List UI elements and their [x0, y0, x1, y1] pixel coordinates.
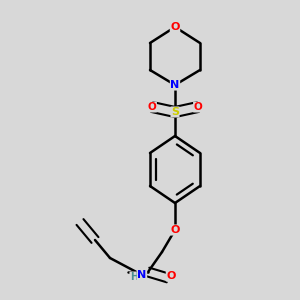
Text: O: O — [170, 22, 180, 32]
Text: N: N — [137, 270, 147, 280]
Text: S: S — [171, 107, 179, 117]
Text: H: H — [130, 272, 138, 282]
Text: O: O — [166, 271, 176, 281]
Text: O: O — [148, 102, 156, 112]
Text: N: N — [170, 80, 180, 90]
Text: O: O — [170, 225, 180, 235]
Text: O: O — [194, 102, 202, 112]
